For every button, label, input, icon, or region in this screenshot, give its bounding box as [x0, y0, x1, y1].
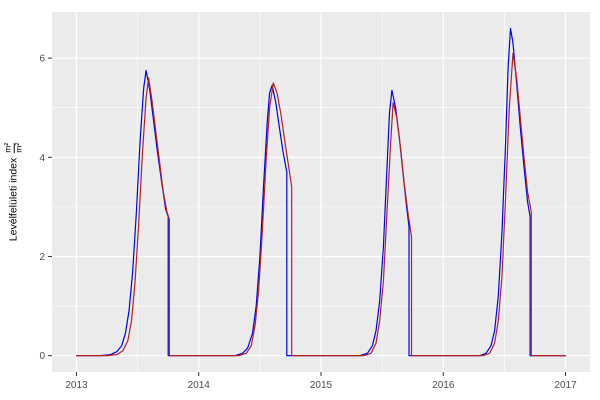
x-tick-label: 2015 — [310, 380, 333, 391]
x-tick-label: 2014 — [188, 380, 211, 391]
series-blue-line — [75, 27, 567, 357]
y-axis-unit-fraction: m² m² — [2, 142, 25, 153]
y-tick-label: 4 — [39, 153, 45, 164]
unit-denominator: m² — [13, 142, 24, 153]
x-tick-label: 2013 — [65, 380, 88, 391]
y-axis-title: Levélfelületi index m² m² — [2, 142, 25, 242]
y-axis-title-text: Levélfelületi index — [8, 157, 20, 242]
y-tick-label: 0 — [39, 351, 45, 362]
y-tick-label: 6 — [39, 54, 45, 65]
y-tick-label: 2 — [39, 252, 45, 263]
x-tick-label: 2016 — [432, 380, 455, 391]
series-red-line — [75, 52, 567, 357]
unit-numerator: m² — [2, 142, 13, 153]
x-tick-label: 2017 — [554, 380, 577, 391]
